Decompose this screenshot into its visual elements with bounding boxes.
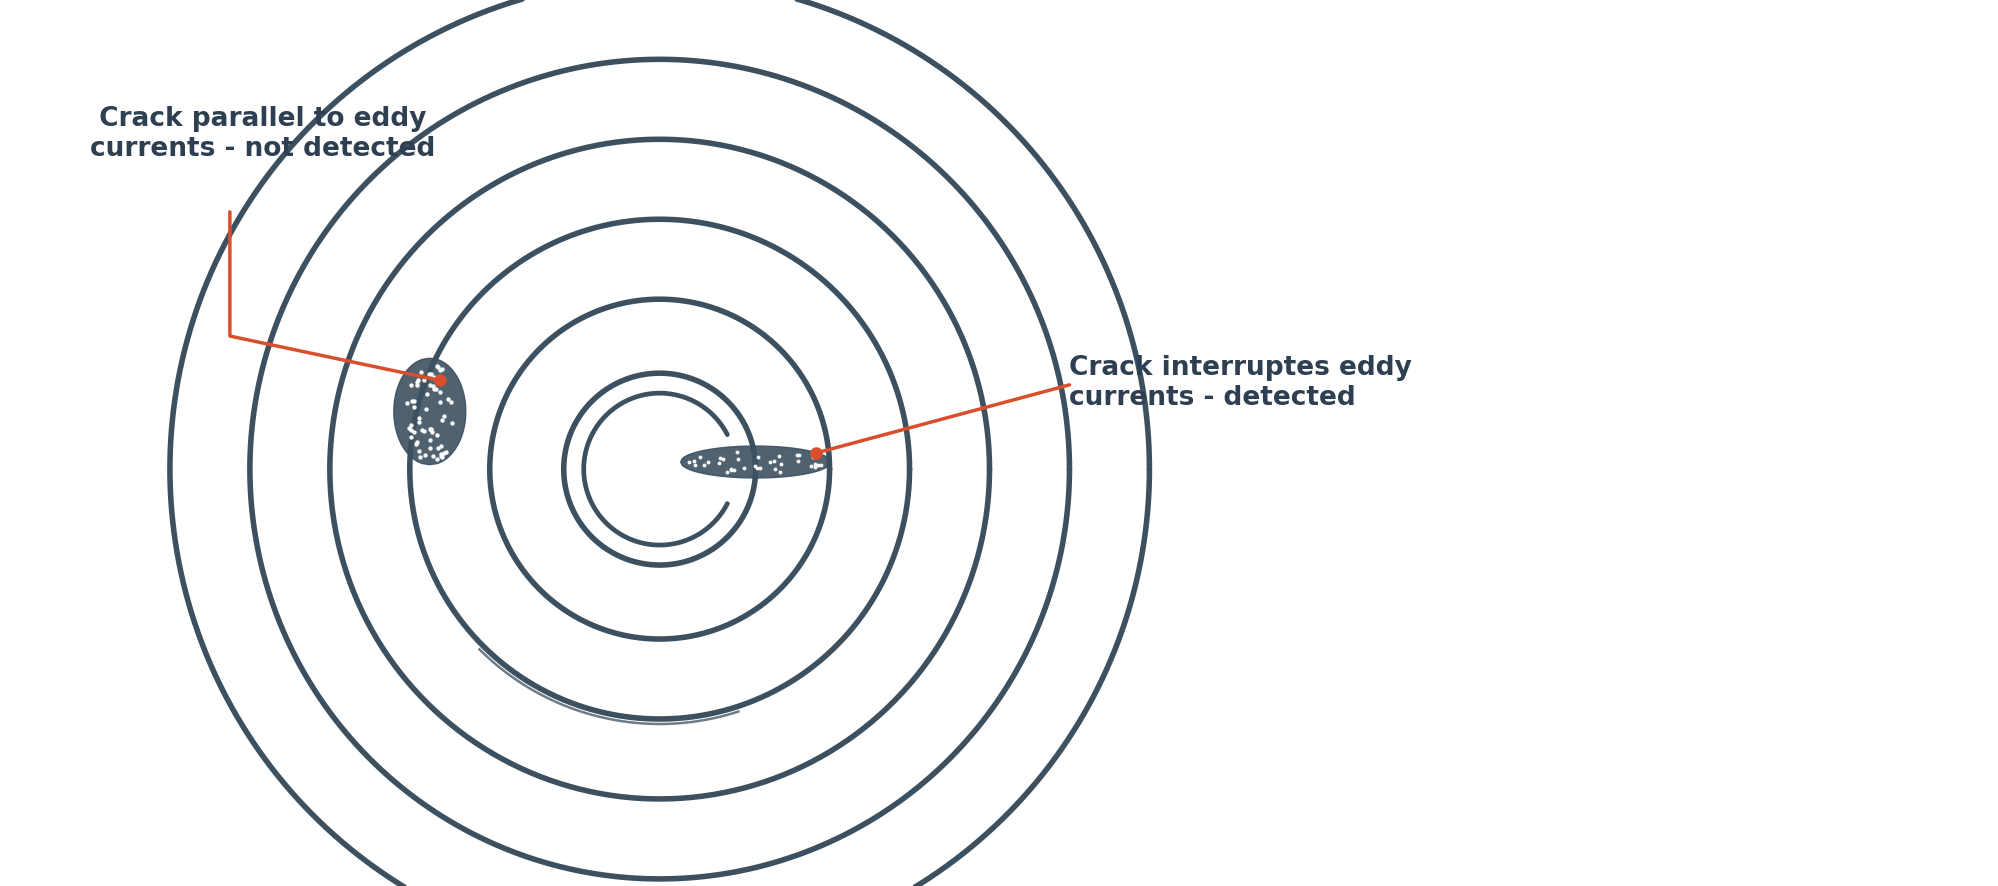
Polygon shape [394,359,466,465]
Text: Crack parallel to eddy
currents - not detected: Crack parallel to eddy currents - not de… [90,106,436,162]
Text: Crack interruptes eddy
currents - detected: Crack interruptes eddy currents - detect… [1069,354,1413,410]
Polygon shape [679,447,831,478]
